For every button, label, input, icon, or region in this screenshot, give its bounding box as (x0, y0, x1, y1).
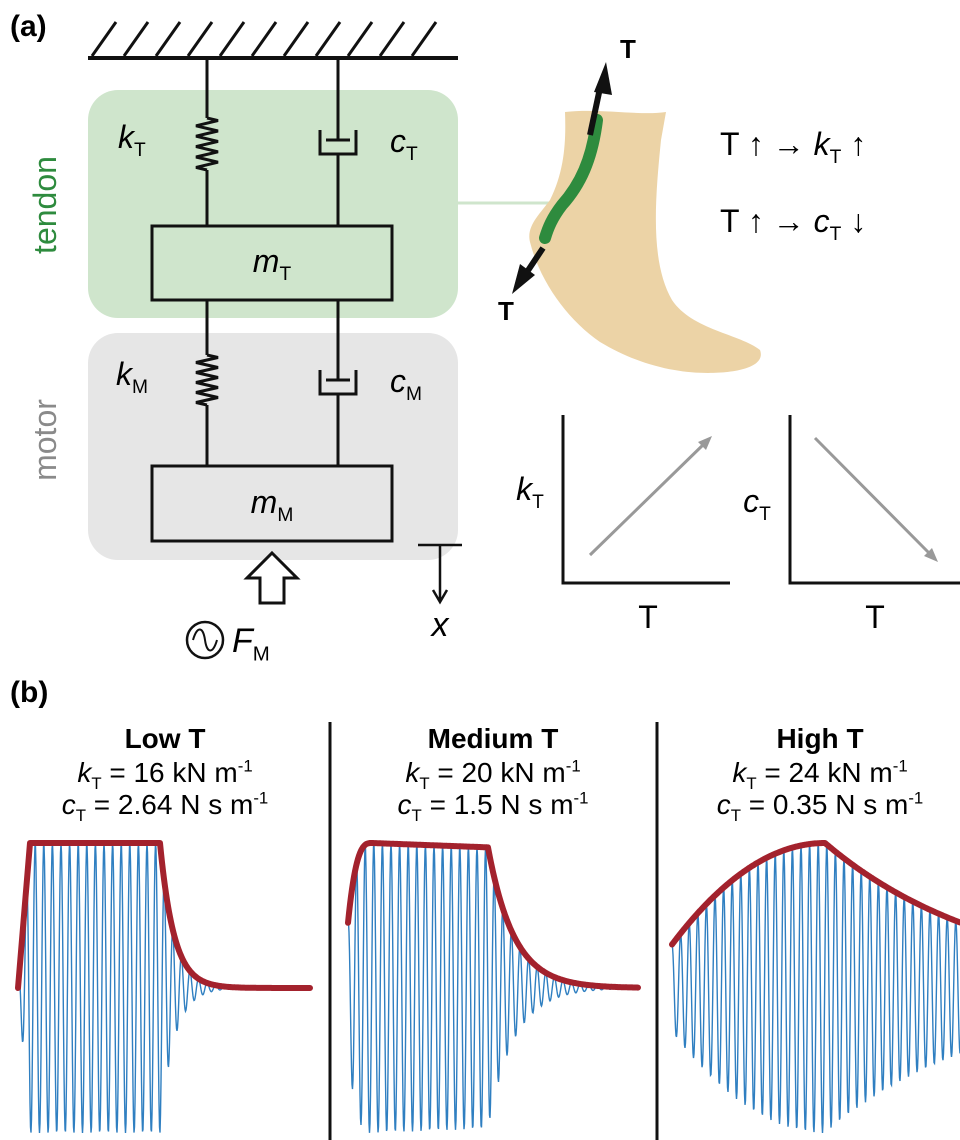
sub: T (830, 147, 842, 168)
text: = 1.5 N s m (422, 789, 574, 820)
sub: T (76, 806, 86, 825)
sub: T (759, 504, 771, 525)
sub: M (132, 377, 148, 398)
hatch (316, 22, 340, 56)
symbol: c (398, 789, 412, 820)
symbol: F (232, 622, 255, 660)
label: kT = 16 kN m-1 (77, 756, 252, 793)
symbol: m (251, 484, 278, 520)
graph-x-label: T (638, 599, 658, 635)
text: = 24 kN m (757, 757, 893, 788)
text: = 16 kN m (102, 757, 238, 788)
panel-label: (b) (10, 676, 48, 709)
tension-arrow-head (594, 62, 612, 95)
panel-label: (a) (10, 10, 47, 43)
sub: M (277, 505, 293, 526)
text: = 2.64 N s m (86, 789, 253, 820)
sub: T (830, 224, 842, 245)
hatch (380, 22, 404, 56)
sub: T (134, 140, 146, 161)
hatch (92, 22, 116, 56)
label: cT (743, 483, 771, 525)
figure: (a) tendon motor T T (b) kTcTmTkMcMmMFMx… (0, 0, 960, 1140)
sup: -1 (566, 756, 581, 775)
text: = 20 kN m (430, 757, 566, 788)
sup: -1 (574, 788, 589, 807)
label: kT = 20 kN m-1 (405, 756, 580, 793)
symbol: m (253, 243, 280, 279)
sub: T (532, 492, 544, 513)
hatch (220, 22, 244, 56)
label: T ↑ → kT ↑ (720, 126, 866, 168)
hatch (156, 22, 180, 56)
waveforms (18, 843, 960, 1133)
condition-title: High T (776, 723, 863, 754)
force-arrow (247, 553, 297, 603)
label: kT (516, 471, 544, 513)
label: FM (232, 622, 270, 666)
sup: -1 (238, 756, 253, 775)
sup: -1 (908, 788, 923, 807)
symbol: c (743, 483, 759, 519)
graph-x-label: T (865, 599, 885, 635)
sup: -1 (893, 756, 908, 775)
label: T ↑ → cT ↓ (720, 203, 866, 245)
sub: T (731, 806, 741, 825)
hatch (284, 22, 308, 56)
condition-title: Low T (125, 723, 206, 754)
symbol: c (717, 789, 731, 820)
symbol: c (814, 203, 830, 239)
arrow: ↓ (841, 203, 866, 239)
hatch (124, 22, 148, 56)
condition-title: Medium T (428, 723, 559, 754)
label: kT = 24 kN m-1 (732, 756, 907, 793)
text: = 0.35 N s m (741, 789, 908, 820)
sub: M (406, 384, 422, 405)
displacement-label: x (430, 606, 450, 644)
symbol: c (62, 789, 76, 820)
hatch (348, 22, 372, 56)
symbol: c (390, 363, 406, 399)
sub: M (253, 644, 270, 666)
page: {"panel_a":{"label":"(a)","tendon_label"… (0, 0, 960, 1140)
tendon-label: tendon (27, 156, 63, 254)
hatch (412, 22, 436, 56)
sine-icon (193, 630, 217, 651)
sub: T (406, 144, 418, 165)
symbol: c (390, 123, 406, 159)
graph-axes (563, 415, 960, 583)
pre: T ↑ → (720, 126, 814, 162)
motor-label: motor (27, 399, 63, 481)
tension-label: T (620, 34, 636, 64)
sub: T (279, 264, 291, 285)
pre: T ↑ → (720, 203, 814, 239)
arrow: ↑ (841, 126, 866, 162)
hatch (188, 22, 212, 56)
tension-label: T (498, 296, 514, 326)
hatch (252, 22, 276, 56)
label: cT = 2.64 N s m-1 (62, 788, 268, 825)
sub: T (412, 806, 422, 825)
label: cT = 0.35 N s m-1 (717, 788, 923, 825)
trend-line (590, 438, 932, 556)
sup: -1 (253, 788, 268, 807)
label: cT = 1.5 N s m-1 (398, 788, 589, 825)
trend-arrow-head (698, 436, 938, 562)
oscillation (672, 844, 960, 1133)
